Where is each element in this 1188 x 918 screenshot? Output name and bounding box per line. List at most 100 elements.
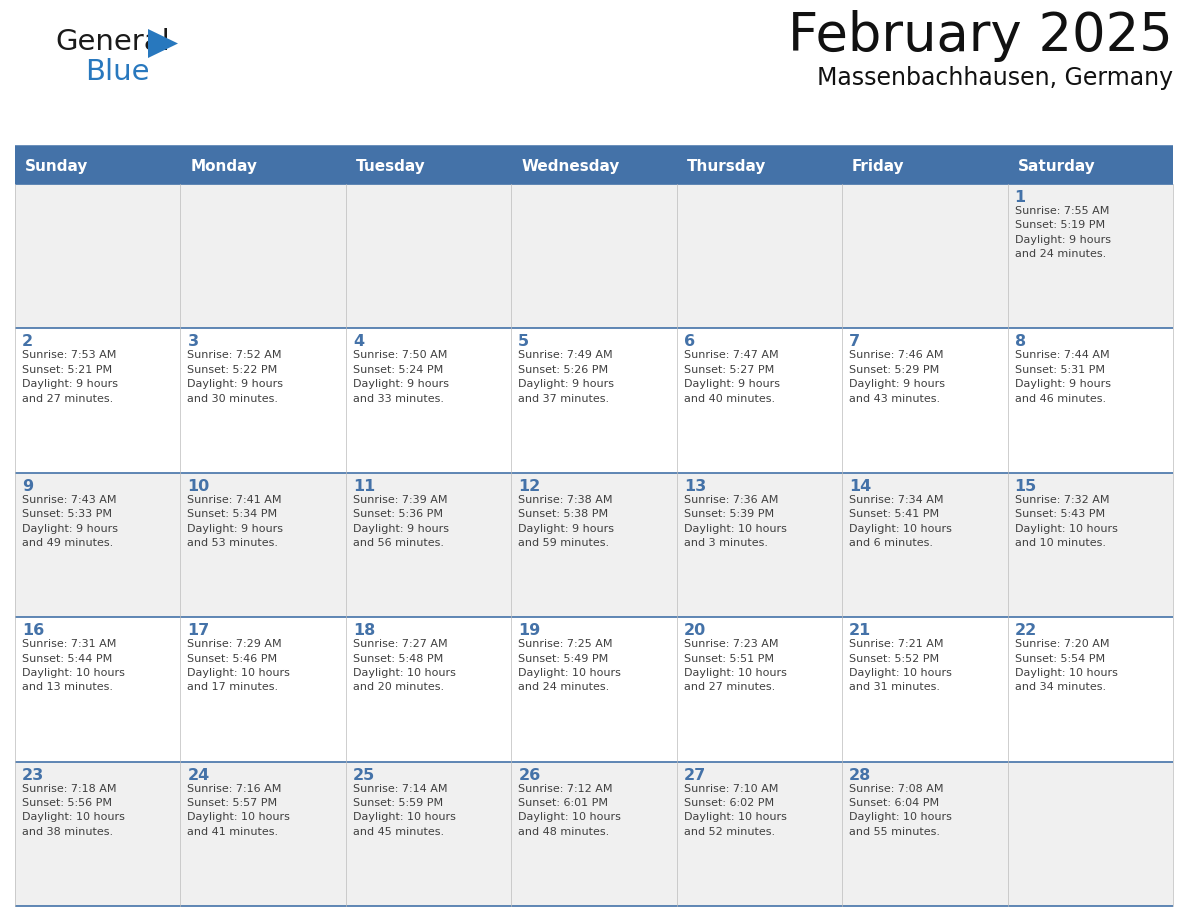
Bar <box>346 617 511 762</box>
Text: Sunrise: 7:10 AM
Sunset: 6:02 PM
Daylight: 10 hours
and 52 minutes.: Sunrise: 7:10 AM Sunset: 6:02 PM Dayligh… <box>684 784 786 837</box>
Text: Sunrise: 7:20 AM
Sunset: 5:54 PM
Daylight: 10 hours
and 34 minutes.: Sunrise: 7:20 AM Sunset: 5:54 PM Dayligh… <box>1015 639 1118 692</box>
Text: 21: 21 <box>849 623 871 638</box>
Bar <box>511 150 677 184</box>
Text: Sunrise: 7:55 AM
Sunset: 5:19 PM
Daylight: 9 hours
and 24 minutes.: Sunrise: 7:55 AM Sunset: 5:19 PM Dayligh… <box>1015 206 1111 259</box>
Bar <box>1007 184 1173 329</box>
Text: Sunrise: 7:12 AM
Sunset: 6:01 PM
Daylight: 10 hours
and 48 minutes.: Sunrise: 7:12 AM Sunset: 6:01 PM Dayligh… <box>518 784 621 837</box>
Text: 7: 7 <box>849 334 860 350</box>
Text: Sunrise: 7:31 AM
Sunset: 5:44 PM
Daylight: 10 hours
and 13 minutes.: Sunrise: 7:31 AM Sunset: 5:44 PM Dayligh… <box>23 639 125 692</box>
Text: 5: 5 <box>518 334 530 350</box>
Bar <box>677 329 842 473</box>
Text: Tuesday: Tuesday <box>355 160 425 174</box>
Bar <box>181 329 346 473</box>
Text: Monday: Monday <box>190 160 258 174</box>
Text: Sunrise: 7:41 AM
Sunset: 5:34 PM
Daylight: 9 hours
and 53 minutes.: Sunrise: 7:41 AM Sunset: 5:34 PM Dayligh… <box>188 495 284 548</box>
Bar <box>1007 329 1173 473</box>
Bar <box>15 762 181 906</box>
Text: Sunday: Sunday <box>25 160 88 174</box>
Bar <box>677 473 842 617</box>
Bar <box>677 150 842 184</box>
Bar <box>1007 617 1173 762</box>
Polygon shape <box>148 29 178 58</box>
Bar <box>1007 150 1173 184</box>
Bar <box>346 150 511 184</box>
Bar <box>346 473 511 617</box>
Bar <box>511 617 677 762</box>
Text: 14: 14 <box>849 479 871 494</box>
Text: 8: 8 <box>1015 334 1025 350</box>
Text: Wednesday: Wednesday <box>522 160 620 174</box>
Bar <box>511 473 677 617</box>
Bar <box>511 329 677 473</box>
Text: Sunrise: 7:44 AM
Sunset: 5:31 PM
Daylight: 9 hours
and 46 minutes.: Sunrise: 7:44 AM Sunset: 5:31 PM Dayligh… <box>1015 351 1111 404</box>
Bar <box>677 617 842 762</box>
Text: 19: 19 <box>518 623 541 638</box>
Bar <box>842 150 1007 184</box>
Text: Sunrise: 7:53 AM
Sunset: 5:21 PM
Daylight: 9 hours
and 27 minutes.: Sunrise: 7:53 AM Sunset: 5:21 PM Dayligh… <box>23 351 118 404</box>
Text: 23: 23 <box>23 767 44 783</box>
Bar <box>842 473 1007 617</box>
Text: Sunrise: 7:47 AM
Sunset: 5:27 PM
Daylight: 9 hours
and 40 minutes.: Sunrise: 7:47 AM Sunset: 5:27 PM Dayligh… <box>684 351 779 404</box>
Text: Sunrise: 7:49 AM
Sunset: 5:26 PM
Daylight: 9 hours
and 37 minutes.: Sunrise: 7:49 AM Sunset: 5:26 PM Dayligh… <box>518 351 614 404</box>
Text: 22: 22 <box>1015 623 1037 638</box>
Text: Sunrise: 7:29 AM
Sunset: 5:46 PM
Daylight: 10 hours
and 17 minutes.: Sunrise: 7:29 AM Sunset: 5:46 PM Dayligh… <box>188 639 290 692</box>
Text: Sunrise: 7:50 AM
Sunset: 5:24 PM
Daylight: 9 hours
and 33 minutes.: Sunrise: 7:50 AM Sunset: 5:24 PM Dayligh… <box>353 351 449 404</box>
Text: 4: 4 <box>353 334 364 350</box>
Text: Sunrise: 7:21 AM
Sunset: 5:52 PM
Daylight: 10 hours
and 31 minutes.: Sunrise: 7:21 AM Sunset: 5:52 PM Dayligh… <box>849 639 952 692</box>
Text: Blue: Blue <box>86 58 150 86</box>
Bar <box>677 762 842 906</box>
Text: Friday: Friday <box>852 160 905 174</box>
Text: Sunrise: 7:32 AM
Sunset: 5:43 PM
Daylight: 10 hours
and 10 minutes.: Sunrise: 7:32 AM Sunset: 5:43 PM Dayligh… <box>1015 495 1118 548</box>
Text: Massenbachhausen, Germany: Massenbachhausen, Germany <box>817 66 1173 90</box>
Text: 28: 28 <box>849 767 871 783</box>
Bar <box>15 617 181 762</box>
Bar <box>1007 762 1173 906</box>
Text: Sunrise: 7:18 AM
Sunset: 5:56 PM
Daylight: 10 hours
and 38 minutes.: Sunrise: 7:18 AM Sunset: 5:56 PM Dayligh… <box>23 784 125 837</box>
Text: Sunrise: 7:16 AM
Sunset: 5:57 PM
Daylight: 10 hours
and 41 minutes.: Sunrise: 7:16 AM Sunset: 5:57 PM Dayligh… <box>188 784 290 837</box>
Bar <box>181 184 346 329</box>
Bar <box>511 762 677 906</box>
Bar <box>181 617 346 762</box>
Text: Sunrise: 7:43 AM
Sunset: 5:33 PM
Daylight: 9 hours
and 49 minutes.: Sunrise: 7:43 AM Sunset: 5:33 PM Dayligh… <box>23 495 118 548</box>
Bar <box>842 184 1007 329</box>
Bar <box>842 762 1007 906</box>
Text: Sunrise: 7:23 AM
Sunset: 5:51 PM
Daylight: 10 hours
and 27 minutes.: Sunrise: 7:23 AM Sunset: 5:51 PM Dayligh… <box>684 639 786 692</box>
Bar <box>181 762 346 906</box>
Bar <box>181 473 346 617</box>
Text: 15: 15 <box>1015 479 1037 494</box>
Bar <box>677 184 842 329</box>
Text: Sunrise: 7:39 AM
Sunset: 5:36 PM
Daylight: 9 hours
and 56 minutes.: Sunrise: 7:39 AM Sunset: 5:36 PM Dayligh… <box>353 495 449 548</box>
Text: 6: 6 <box>684 334 695 350</box>
Bar <box>15 473 181 617</box>
Text: February 2025: February 2025 <box>789 10 1173 62</box>
Text: Sunrise: 7:08 AM
Sunset: 6:04 PM
Daylight: 10 hours
and 55 minutes.: Sunrise: 7:08 AM Sunset: 6:04 PM Dayligh… <box>849 784 952 837</box>
Bar <box>15 329 181 473</box>
Bar <box>346 329 511 473</box>
Text: Sunrise: 7:27 AM
Sunset: 5:48 PM
Daylight: 10 hours
and 20 minutes.: Sunrise: 7:27 AM Sunset: 5:48 PM Dayligh… <box>353 639 456 692</box>
Text: 12: 12 <box>518 479 541 494</box>
Text: 20: 20 <box>684 623 706 638</box>
Text: Saturday: Saturday <box>1017 160 1095 174</box>
Text: 13: 13 <box>684 479 706 494</box>
Text: Sunrise: 7:36 AM
Sunset: 5:39 PM
Daylight: 10 hours
and 3 minutes.: Sunrise: 7:36 AM Sunset: 5:39 PM Dayligh… <box>684 495 786 548</box>
Bar <box>181 150 346 184</box>
Text: 16: 16 <box>23 623 44 638</box>
Text: 11: 11 <box>353 479 375 494</box>
Text: Sunrise: 7:38 AM
Sunset: 5:38 PM
Daylight: 9 hours
and 59 minutes.: Sunrise: 7:38 AM Sunset: 5:38 PM Dayligh… <box>518 495 614 548</box>
Bar <box>15 184 181 329</box>
Text: 17: 17 <box>188 623 209 638</box>
Text: 10: 10 <box>188 479 209 494</box>
Text: Thursday: Thursday <box>687 160 766 174</box>
Text: 25: 25 <box>353 767 375 783</box>
Text: Sunrise: 7:46 AM
Sunset: 5:29 PM
Daylight: 9 hours
and 43 minutes.: Sunrise: 7:46 AM Sunset: 5:29 PM Dayligh… <box>849 351 946 404</box>
Text: Sunrise: 7:25 AM
Sunset: 5:49 PM
Daylight: 10 hours
and 24 minutes.: Sunrise: 7:25 AM Sunset: 5:49 PM Dayligh… <box>518 639 621 692</box>
Bar <box>15 150 181 184</box>
Text: 26: 26 <box>518 767 541 783</box>
Text: 1: 1 <box>1015 190 1025 205</box>
Bar <box>511 184 677 329</box>
Text: Sunrise: 7:34 AM
Sunset: 5:41 PM
Daylight: 10 hours
and 6 minutes.: Sunrise: 7:34 AM Sunset: 5:41 PM Dayligh… <box>849 495 952 548</box>
Text: 24: 24 <box>188 767 209 783</box>
Text: 18: 18 <box>353 623 375 638</box>
Bar <box>842 617 1007 762</box>
Text: 3: 3 <box>188 334 198 350</box>
